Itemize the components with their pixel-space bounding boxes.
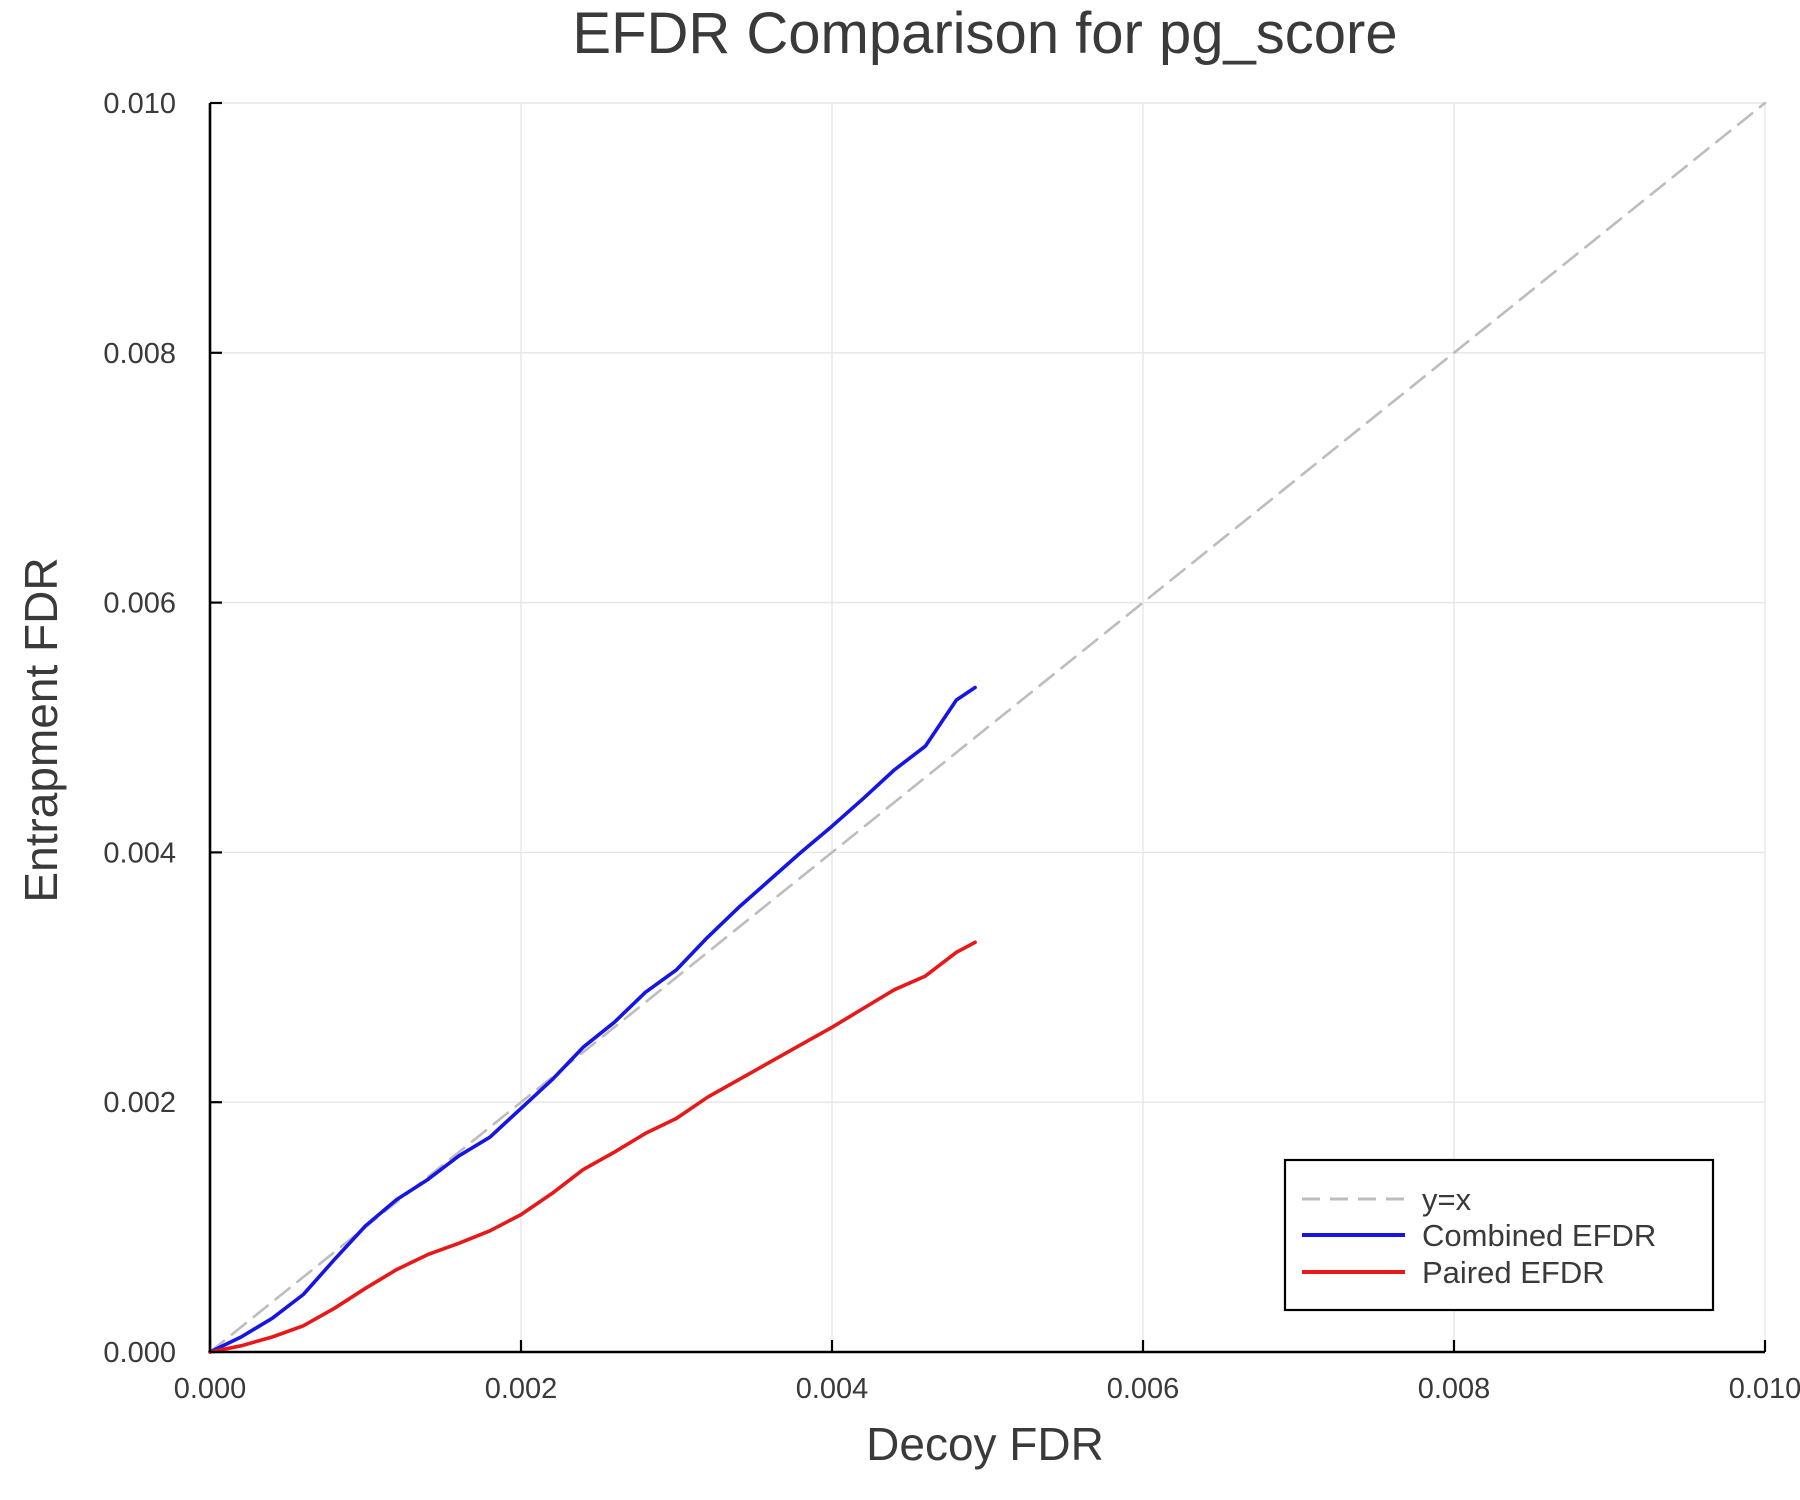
ticks-layer: 0.000 0.002 0.004 0.006 0.008 0.010 0.000 0.002… xyxy=(103,88,1800,1405)
legend: y=x Combined EFDR Paired EFDR xyxy=(1283,1158,1715,1312)
y-axis-label: Entrapment FDR xyxy=(15,557,67,902)
series-layer xyxy=(208,101,1767,1354)
axes-layer xyxy=(208,103,1765,1354)
y-tick-label: 0.004 xyxy=(103,837,176,869)
x-axis-label: Decoy FDR xyxy=(866,1418,1104,1470)
y-tick-label: 0.008 xyxy=(103,338,176,370)
y-tick-label: 0.002 xyxy=(103,1087,176,1119)
grid-layer xyxy=(209,102,1766,1353)
y-tick-label: 0.000 xyxy=(103,1337,176,1369)
legend-label-y-equals-x: y=x xyxy=(1422,1182,1472,1217)
series-line-paired-efdr xyxy=(208,940,977,1354)
y-tick-label: 0.010 xyxy=(103,88,176,120)
y-tick-label: 0.006 xyxy=(103,588,176,620)
x-tick-label: 0.000 xyxy=(174,1373,247,1405)
x-tick-label: 0.004 xyxy=(796,1373,869,1405)
x-tick-label: 0.010 xyxy=(1729,1373,1800,1405)
x-tick-label: 0.002 xyxy=(485,1373,558,1405)
series-line-y-equals-x xyxy=(208,101,1767,1354)
series-line-combined-efdr xyxy=(208,685,977,1354)
legend-label-paired-efdr: Paired EFDR xyxy=(1422,1255,1605,1290)
legend-label-combined-efdr: Combined EFDR xyxy=(1422,1218,1656,1253)
x-tick-label: 0.008 xyxy=(1418,1373,1491,1405)
chart-title: EFDR Comparison for pg_score xyxy=(572,1,1397,66)
x-tick-label: 0.006 xyxy=(1107,1373,1180,1405)
